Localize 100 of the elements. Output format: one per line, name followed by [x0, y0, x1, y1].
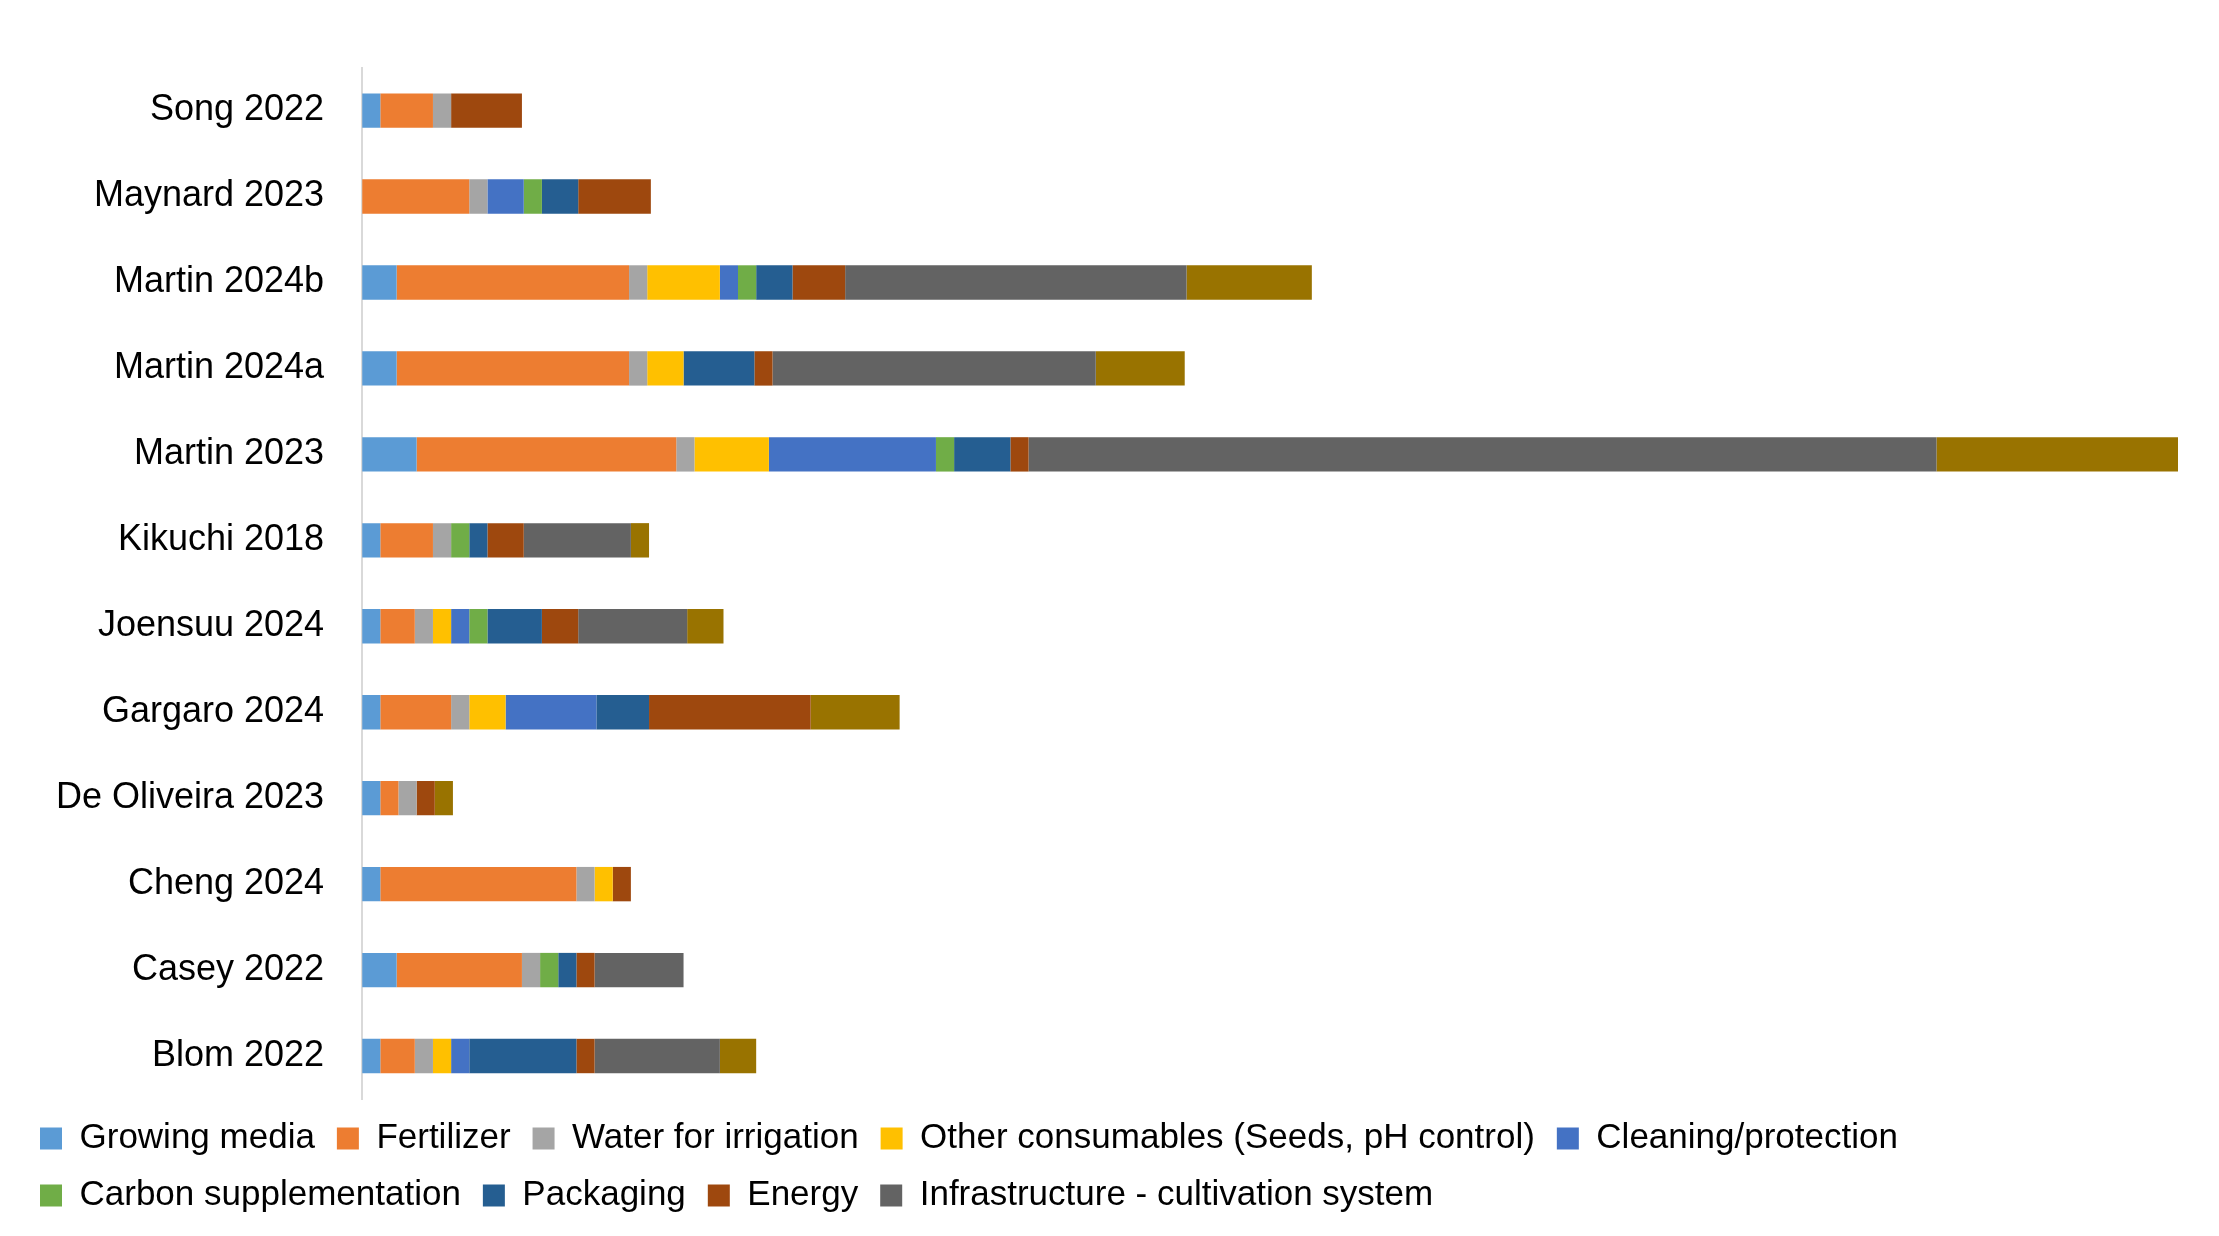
bar [1028, 437, 1937, 472]
bar [362, 437, 417, 472]
legend-label: Cleaning/protection [1596, 1116, 1898, 1156]
legend-label: Other consumables (Seeds, pH control) [920, 1116, 1535, 1156]
bar [772, 351, 1096, 386]
legend-label: Energy [747, 1173, 859, 1213]
bar [576, 1038, 595, 1074]
bar [719, 265, 739, 300]
y-tick-label: Gargaro 2024 [101, 689, 325, 731]
bar [469, 179, 488, 214]
bar [676, 437, 695, 472]
bar [380, 523, 433, 558]
bar [719, 1038, 757, 1074]
bar [487, 609, 542, 644]
y-tick-label: Martin 2023 [134, 431, 325, 473]
bar [1010, 437, 1029, 472]
bar [756, 265, 793, 300]
bar [396, 351, 630, 386]
bar [362, 523, 381, 558]
bar [683, 351, 755, 386]
bar [1095, 351, 1185, 386]
bar [451, 609, 470, 644]
bar [540, 952, 559, 988]
legend-label: Packaging [522, 1173, 686, 1213]
bar [541, 609, 579, 644]
bar [649, 695, 811, 730]
y-tick-label: Maynard 2023 [93, 173, 325, 215]
bar [362, 866, 381, 902]
bar [380, 1038, 415, 1074]
bar [738, 265, 757, 300]
bar [469, 695, 506, 730]
y-tick-label: Joensuu 2024 [97, 603, 325, 645]
bar [469, 609, 488, 644]
bar [594, 952, 684, 988]
bar [845, 265, 1187, 300]
bar [541, 179, 579, 214]
bar [768, 437, 936, 472]
bar [414, 1038, 433, 1074]
bar [810, 695, 900, 730]
bar [432, 609, 452, 644]
bar [630, 523, 650, 558]
bar [380, 780, 399, 816]
bar [629, 265, 648, 300]
bar [523, 179, 542, 214]
bar [380, 866, 577, 902]
bar [380, 695, 452, 730]
bar [451, 523, 470, 558]
bar [1936, 437, 2178, 472]
bar [380, 609, 415, 644]
y-tick-label: De Oliveira 2023 [56, 775, 325, 817]
bar [594, 866, 613, 902]
bar [362, 695, 381, 730]
legend-label: Water for irrigation [572, 1116, 859, 1156]
bar [432, 1038, 452, 1074]
bar [451, 93, 522, 128]
bar [694, 437, 769, 472]
bar [362, 179, 470, 214]
bar [612, 866, 631, 902]
bar [647, 351, 684, 386]
bar [523, 523, 631, 558]
bar [398, 780, 417, 816]
bar [362, 1038, 381, 1074]
bar [629, 351, 648, 386]
bar [935, 437, 955, 472]
bar [469, 523, 488, 558]
bar [792, 265, 846, 300]
bar [487, 179, 524, 214]
bar [432, 523, 452, 558]
bar [578, 609, 688, 644]
bar [362, 351, 397, 386]
bar [576, 866, 595, 902]
bar [594, 1038, 720, 1074]
y-tick-label: Blom 2022 [152, 1032, 325, 1074]
y-tick-label: Song 2022 [149, 87, 325, 129]
legend-label: Fertilizer [376, 1116, 511, 1156]
bar [362, 265, 397, 300]
bar [754, 351, 773, 386]
y-tick-label: Martin 2024a [114, 345, 326, 387]
legend-label: Growing media [79, 1116, 316, 1156]
bar [1186, 265, 1312, 300]
bar [416, 780, 435, 816]
bar [362, 952, 397, 988]
bar [416, 437, 677, 472]
bar [396, 952, 522, 988]
bar [505, 695, 597, 730]
bar [396, 265, 630, 300]
bar [576, 952, 595, 988]
bar [434, 780, 453, 816]
bar [487, 523, 524, 558]
bar [380, 93, 433, 128]
bar [596, 695, 650, 730]
bar [954, 437, 1011, 472]
bar [414, 609, 433, 644]
y-tick-label: Kikuchi 2018 [118, 517, 325, 559]
y-tick-label: Cheng 2024 [127, 861, 325, 903]
bar [687, 609, 724, 644]
bar [647, 265, 720, 300]
bar [558, 952, 577, 988]
bar [451, 695, 470, 730]
bar [521, 952, 541, 988]
